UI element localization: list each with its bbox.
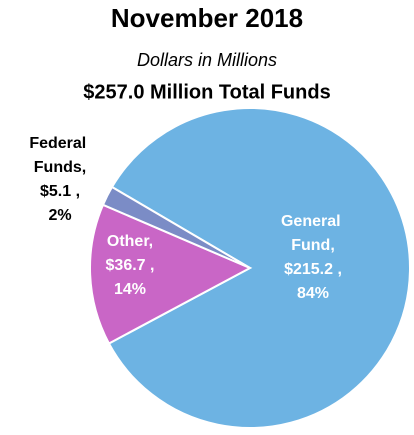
pie-slice: [89, 203, 253, 345]
pie-slice: [101, 185, 251, 269]
category-label: Federal Funds,: [29, 135, 90, 176]
percent-label: 14%: [114, 281, 146, 298]
total-label: $257.0 Million Total Funds: [83, 81, 330, 103]
category-label: General Fund,: [281, 213, 345, 254]
percent-label: 84%: [297, 285, 329, 302]
value-label: $36.7 ,: [106, 257, 155, 274]
category-label: Other,: [107, 233, 153, 250]
chart-title: November 2018: [111, 3, 303, 33]
value-label: $215.2 ,: [284, 261, 342, 278]
percent-label: 2%: [48, 207, 71, 224]
pie-slice: [107, 107, 411, 429]
chart-subtitle: Dollars in Millions: [137, 50, 277, 70]
value-label: $5.1 ,: [40, 183, 80, 200]
